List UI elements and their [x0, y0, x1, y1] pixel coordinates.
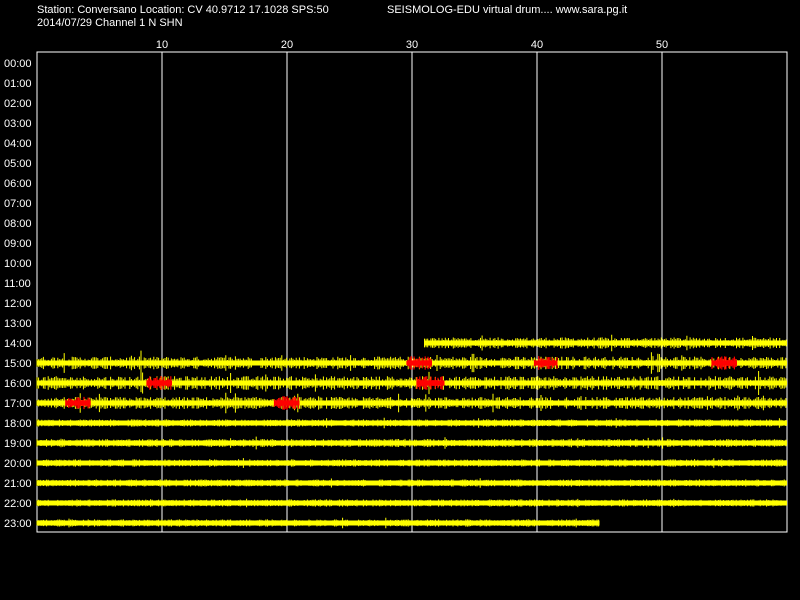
- row-label: 22:00: [4, 498, 32, 510]
- row-label: 04:00: [4, 138, 32, 150]
- row-label: 14:00: [4, 338, 32, 350]
- row-label: 07:00: [4, 198, 32, 210]
- app-title: SEISMOLOG-EDU virtual drum.... www.sara.…: [387, 4, 628, 16]
- row-label: 17:00: [4, 398, 32, 410]
- trace-band: [37, 420, 787, 426]
- event-wiggle: [416, 376, 445, 390]
- row-label: 16:00: [4, 378, 32, 390]
- row-label: 10:00: [4, 258, 32, 270]
- event-wiggle: [273, 396, 299, 410]
- x-tick-label: 20: [281, 39, 293, 51]
- row-label: 02:00: [4, 98, 32, 110]
- trace-wiggle: [36, 436, 787, 450]
- trace-band: [37, 480, 787, 486]
- row-label: 12:00: [4, 298, 32, 310]
- row-label: 11:00: [4, 278, 31, 290]
- trace-wiggle: [36, 498, 787, 508]
- trace-wiggle: [36, 458, 787, 468]
- row-label: 21:00: [4, 478, 32, 490]
- row-label: 19:00: [4, 438, 32, 450]
- row-label: 23:00: [4, 518, 32, 530]
- row-label: 09:00: [4, 238, 32, 250]
- trace-wiggle: [36, 517, 600, 529]
- trace-wiggle: [36, 392, 787, 414]
- x-tick-label: 50: [656, 39, 668, 51]
- x-tick-label: 10: [156, 39, 168, 51]
- row-label: 18:00: [4, 418, 32, 430]
- trace-wiggle: [424, 334, 787, 352]
- event-wiggle: [65, 396, 91, 410]
- event-wiggle: [533, 356, 558, 370]
- trace-wiggle: [36, 478, 787, 488]
- row-label: 15:00: [4, 358, 32, 370]
- row-label: 00:00: [4, 58, 32, 70]
- trace-wiggle: [36, 371, 787, 395]
- row-label: 03:00: [4, 118, 32, 130]
- trace-wiggle: [36, 417, 787, 429]
- trace-band: [37, 500, 787, 506]
- station-info: Station: Conversano Location: CV 40.9712…: [37, 4, 329, 16]
- row-label: 01:00: [4, 78, 32, 90]
- x-tick-label: 30: [406, 39, 418, 51]
- row-label: 08:00: [4, 218, 32, 230]
- trace-band: [37, 380, 787, 386]
- x-tick-label: 40: [531, 39, 543, 51]
- date-channel-info: 2014/07/29 Channel 1 N SHN: [37, 17, 183, 29]
- trace-band: [37, 400, 787, 406]
- event-wiggle: [711, 356, 737, 370]
- trace-band: [37, 460, 787, 466]
- row-label: 13:00: [4, 318, 32, 330]
- row-label: 06:00: [4, 178, 32, 190]
- trace-band: [37, 440, 787, 446]
- event-wiggle: [406, 356, 432, 370]
- row-label: 20:00: [4, 458, 32, 470]
- row-label: 05:00: [4, 158, 32, 170]
- event-wiggle: [146, 376, 172, 390]
